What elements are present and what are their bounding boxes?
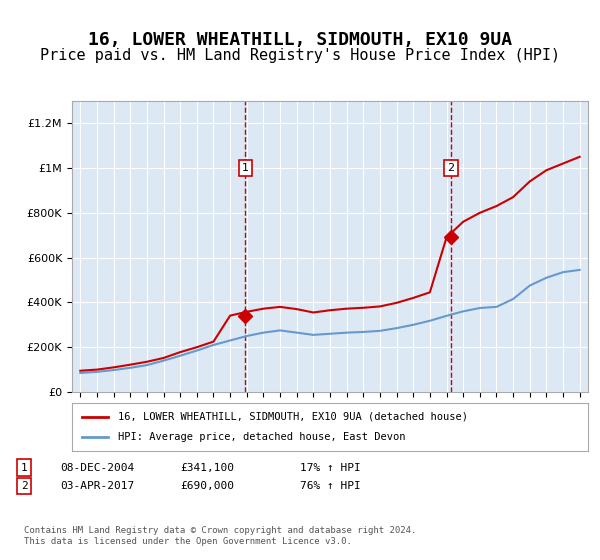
Text: Price paid vs. HM Land Registry's House Price Index (HPI): Price paid vs. HM Land Registry's House …	[40, 48, 560, 63]
Text: 1: 1	[242, 163, 249, 173]
Text: 2: 2	[447, 163, 454, 173]
Text: 16, LOWER WHEATHILL, SIDMOUTH, EX10 9UA (detached house): 16, LOWER WHEATHILL, SIDMOUTH, EX10 9UA …	[118, 412, 469, 422]
Text: HPI: Average price, detached house, East Devon: HPI: Average price, detached house, East…	[118, 432, 406, 442]
Text: 16, LOWER WHEATHILL, SIDMOUTH, EX10 9UA: 16, LOWER WHEATHILL, SIDMOUTH, EX10 9UA	[88, 31, 512, 49]
Text: £690,000: £690,000	[180, 481, 234, 491]
Text: Contains HM Land Registry data © Crown copyright and database right 2024.
This d: Contains HM Land Registry data © Crown c…	[24, 526, 416, 546]
Text: 2: 2	[20, 481, 28, 491]
Text: 17% ↑ HPI: 17% ↑ HPI	[300, 463, 361, 473]
Text: 1: 1	[20, 463, 28, 473]
Text: 08-DEC-2004: 08-DEC-2004	[60, 463, 134, 473]
Text: 03-APR-2017: 03-APR-2017	[60, 481, 134, 491]
Text: £341,100: £341,100	[180, 463, 234, 473]
Text: 76% ↑ HPI: 76% ↑ HPI	[300, 481, 361, 491]
